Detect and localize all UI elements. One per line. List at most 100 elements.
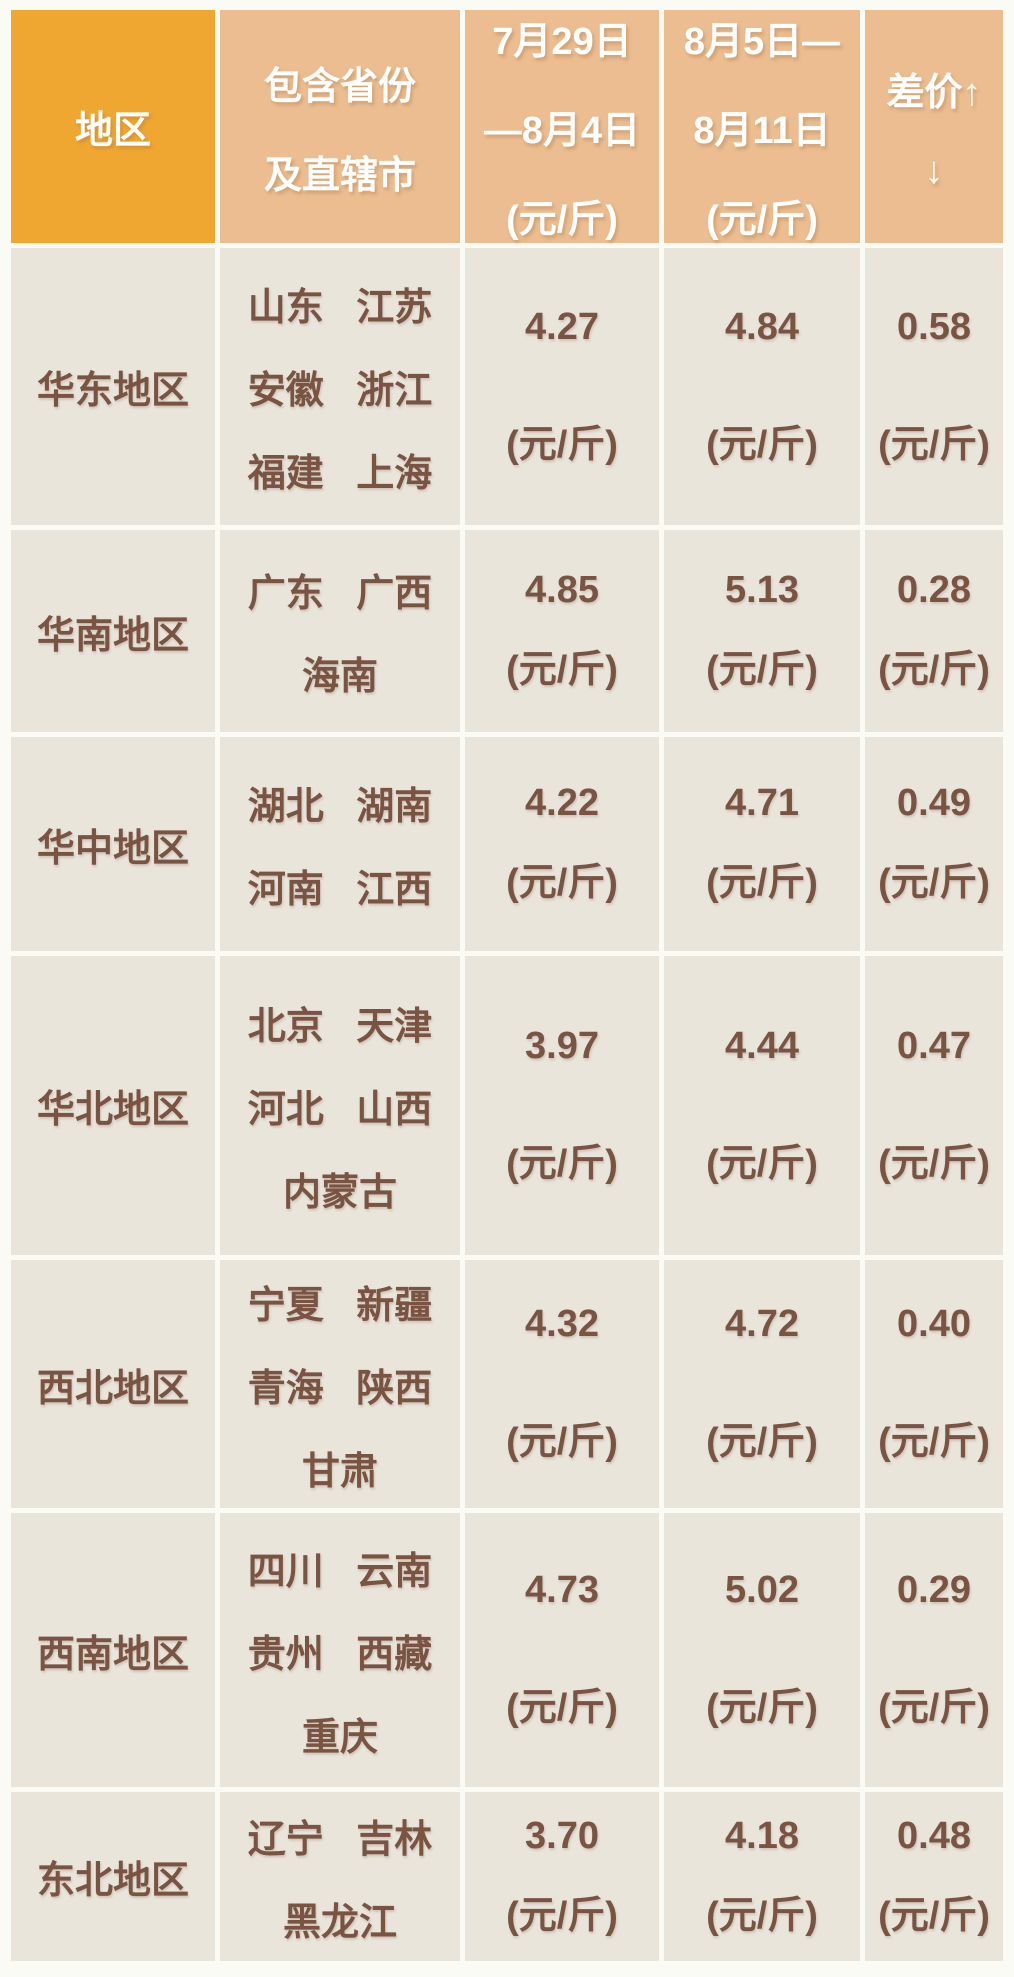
province-line: 福建 上海 xyxy=(247,453,433,495)
province-line: 黑龙江 xyxy=(282,1901,397,1944)
region-cell: 华北地区 xyxy=(11,956,215,1255)
table-row: 华南地区 广东 广西 海南 4.85 (元/斤) 5.13 (元/斤) 0.28 (元/斤) xyxy=(11,530,1003,732)
column-header-provinces: 包含省份 及直辖市 xyxy=(220,10,460,243)
price-value: 0.48 xyxy=(897,1814,971,1857)
price-week1-cell: 3.70 (元/斤) xyxy=(465,1792,659,1961)
price-value: 3.97 xyxy=(525,1024,599,1067)
provinces-cell: 四川 云南贵州 西藏重庆 xyxy=(220,1513,460,1787)
price-week2-cell: 5.02 (元/斤) xyxy=(664,1513,860,1787)
region-label: 华东地区 xyxy=(36,370,189,412)
price-week1-cell: 4.22 (元/斤) xyxy=(465,737,659,951)
table-row: 西北地区 宁夏 新疆 青海 陕西 甘肃 4.32 (元/斤) 4.72 (元/斤) 0.40 (元… xyxy=(11,1260,1003,1508)
header-line: ↓ xyxy=(924,149,944,192)
province-line: 青海 陕西 xyxy=(247,1367,433,1410)
price-unit: (元/斤) xyxy=(506,1421,618,1463)
province-line: 海南 xyxy=(301,656,378,698)
header-line: 8月11日 xyxy=(693,110,831,152)
header-line: 包含省份 xyxy=(263,65,416,108)
province-line: 河南 江西 xyxy=(247,869,433,911)
provinces-cell: 山东 江苏 安徽 浙江 福建 上海 xyxy=(220,248,460,525)
price-diff-cell: 0.58 (元/斤) xyxy=(865,248,1003,525)
price-unit: (元/斤) xyxy=(706,1894,818,1937)
province-line: 四川 云南 xyxy=(247,1550,433,1593)
price-unit: (元/斤) xyxy=(506,1894,618,1937)
province-line: 北京 天津 xyxy=(247,1006,433,1048)
table-row: 华北地区 北京 天津 河北 山西 内蒙古 3.97 (元/斤) 4.44 (元/斤) 0.47(… xyxy=(11,956,1003,1255)
price-unit: (元/斤) xyxy=(878,1894,990,1937)
price-value: 4.27 xyxy=(525,305,599,348)
price-unit: (元/斤) xyxy=(506,862,618,904)
region-label: 西北地区 xyxy=(36,1367,189,1410)
column-header-week1: 7月29日 —8月4日 (元/斤) xyxy=(465,10,659,243)
price-unit: (元/斤) xyxy=(706,649,818,691)
region-cell: 东北地区 xyxy=(11,1792,215,1961)
price-unit: (元/斤) xyxy=(506,423,618,466)
header-line: 7月29日 xyxy=(492,21,632,63)
provinces-cell: 北京 天津 河北 山西 内蒙古 xyxy=(220,956,460,1255)
price-value: 4.22 xyxy=(525,782,599,824)
header-line: 及直辖市 xyxy=(263,154,416,197)
province-line: 安徽 浙江 xyxy=(247,370,433,412)
column-header-diff: 差价↑ ↓ xyxy=(865,10,1003,243)
region-label: 东北地区 xyxy=(36,1860,189,1902)
header-line: 8月5日— xyxy=(683,21,841,63)
price-unit: (元/斤) xyxy=(878,649,990,691)
table-row: 华东地区 山东 江苏 安徽 浙江 福建 上海 4.27 (元/斤) 4.84 (元/斤) 0.5… xyxy=(11,248,1003,525)
price-value: 0.47 xyxy=(897,1024,971,1067)
province-line: 宁夏 新疆 xyxy=(247,1284,433,1327)
table-row: 东北地区 辽宁 吉林黑龙江 3.70 (元/斤) 4.18 (元/斤) 0.48 (元/斤) xyxy=(11,1792,1003,1961)
price-unit: (元/斤) xyxy=(706,1142,818,1185)
price-value: 4.44 xyxy=(725,1024,799,1067)
price-unit: (元/斤) xyxy=(706,1421,818,1463)
price-value: 4.72 xyxy=(725,1303,799,1345)
price-value: 4.32 xyxy=(525,1303,599,1345)
province-line: 内蒙古 xyxy=(282,1172,397,1214)
price-week1-cell: 4.73 (元/斤) xyxy=(465,1513,659,1787)
price-week1-cell: 4.32 (元/斤) xyxy=(465,1260,659,1508)
price-unit: (元/斤) xyxy=(706,1687,818,1729)
price-week1-cell: 3.97 (元/斤) xyxy=(465,956,659,1255)
price-week1-cell: 4.85 (元/斤) xyxy=(465,530,659,732)
provinces-cell: 宁夏 新疆青海 陕西甘肃 xyxy=(220,1260,460,1508)
table-row: 西南地区 四川 云南 贵州 西藏 重庆 4.73 (元/斤) 5.02 (元/斤) 0.29 (元… xyxy=(11,1513,1003,1787)
region-label: 华中地区 xyxy=(36,827,189,870)
price-value: 4.85 xyxy=(525,569,599,611)
provinces-cell: 广东 广西 海南 xyxy=(220,530,460,732)
province-line: 贵州 西藏 xyxy=(247,1633,433,1676)
price-unit: (元/斤) xyxy=(878,1421,990,1463)
table-row: 华中地区 湖北 湖南 河南 江西 4.22 (元/斤) 4.71 (元/斤) 0.49 (元/斤… xyxy=(11,737,1003,951)
region-cell: 华南地区 xyxy=(11,530,215,732)
price-week2-cell: 4.71 (元/斤) xyxy=(664,737,860,951)
province-line: 辽宁 吉林 xyxy=(247,1818,433,1861)
price-unit: (元/斤) xyxy=(506,1142,618,1185)
price-value: 4.84 xyxy=(725,305,799,348)
region-cell: 西北地区 xyxy=(11,1260,215,1508)
price-diff-cell: 0.47 (元/斤) xyxy=(865,956,1003,1255)
price-unit: (元/斤) xyxy=(706,862,818,904)
price-unit: (元/斤) xyxy=(506,1687,618,1729)
price-unit: (元/斤) xyxy=(878,1687,990,1729)
header-line: —8月4日 xyxy=(483,110,641,152)
header-line: 差价↑ xyxy=(886,71,982,114)
price-value: 0.58 xyxy=(897,305,971,348)
region-label: 西南地区 xyxy=(36,1633,189,1676)
price-week2-cell: 4.84 (元/斤) xyxy=(664,248,860,525)
price-value: 4.73 xyxy=(525,1569,599,1611)
price-diff-cell: 0.40 (元/斤) xyxy=(865,1260,1003,1508)
provinces-cell: 湖北 湖南 河南 江西 xyxy=(220,737,460,951)
price-value: 4.71 xyxy=(725,782,799,824)
table-header: 地区 包含省份 及直辖市 7月29日 —8月4日 (元/斤) 8月5日— 8月11日 (元/斤)… xyxy=(11,10,1003,243)
price-unit: (元/斤) xyxy=(878,862,990,904)
price-week1-cell: 4.27 (元/斤) xyxy=(465,248,659,525)
price-unit: (元/斤) xyxy=(878,423,990,466)
region-cell: 华东地区 xyxy=(11,248,215,525)
region-cell: 华中地区 xyxy=(11,737,215,951)
province-line: 重庆 xyxy=(301,1716,378,1759)
price-week2-cell: 4.18 (元/斤) xyxy=(664,1792,860,1961)
province-line: 甘肃 xyxy=(301,1450,378,1493)
price-diff-cell: 0.48 (元/斤) xyxy=(865,1792,1003,1961)
header-line: (元/斤) xyxy=(706,199,818,241)
price-week2-cell: 4.44 (元/斤) xyxy=(664,956,860,1255)
header-row: 地区 包含省份 及直辖市 7月29日 —8月4日 (元/斤) 8月5日— 8月11日 (元/斤)… xyxy=(11,10,1003,243)
region-label: 华北地区 xyxy=(36,1089,189,1131)
